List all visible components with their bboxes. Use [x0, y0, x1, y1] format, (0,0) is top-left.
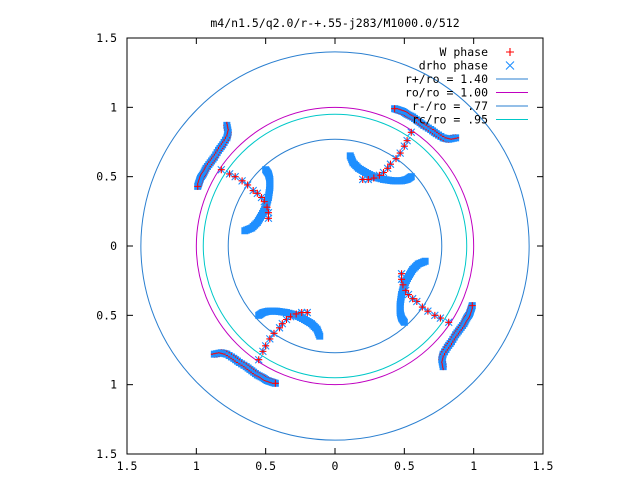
- w-phase-point: [262, 342, 270, 350]
- circle-1: [195, 106, 475, 386]
- legend-marker-cross: [505, 61, 515, 70]
- y-tick-label: 1: [110, 378, 117, 392]
- w-phase-point: [396, 149, 404, 157]
- y-tick-label: 1.5: [96, 447, 117, 461]
- w-phase-point: [359, 175, 367, 183]
- legend-label: W phase: [440, 45, 489, 59]
- w-phase-point: [391, 105, 399, 113]
- w-phase-point: [263, 203, 271, 211]
- w-phase-point: [238, 177, 246, 185]
- x-tick-label: 1: [470, 459, 477, 473]
- w-phase-point: [431, 311, 439, 319]
- w-phase-point: [249, 187, 257, 195]
- w-phase-point: [413, 297, 421, 305]
- drho-phase-point: [241, 227, 249, 235]
- w-phase-point: [404, 291, 412, 299]
- w-phase-point: [258, 193, 266, 201]
- w-phase-point: [418, 303, 426, 311]
- x-tick-label: 1.5: [533, 459, 554, 473]
- drho-phase-point: [346, 152, 354, 160]
- w-phase-point: [255, 356, 263, 364]
- w-phase-point: [194, 182, 202, 190]
- x-tick-label: 1.5: [117, 459, 138, 473]
- w-phase-point: [244, 181, 252, 189]
- w-phase-point: [282, 315, 290, 323]
- w-phase-point: [399, 281, 407, 289]
- legend-label: ro/ro = 1.00: [405, 86, 488, 100]
- drho-phase-point: [421, 257, 429, 265]
- w-phase-point: [231, 173, 239, 181]
- y-tick-labels: 1.5 1 0.5 0 0.5 1 1.5: [96, 31, 117, 461]
- y-tick-label: 0.5: [96, 170, 117, 184]
- w-phase-point: [217, 166, 225, 174]
- w-phase-point: [398, 270, 406, 278]
- w-phase-point: [270, 329, 278, 337]
- legend-label: drho phase: [419, 59, 488, 73]
- w-phase-point: [409, 295, 417, 303]
- y-tick-label: 0: [110, 239, 117, 253]
- circle-2: [227, 138, 443, 354]
- circle-3: [202, 113, 468, 379]
- data-points: [194, 105, 476, 387]
- w-phase-point: [400, 142, 408, 150]
- x-tick-label: 1: [193, 459, 200, 473]
- w-phase-point: [264, 214, 272, 222]
- w-phase-point: [278, 320, 286, 328]
- w-phase-point: [276, 324, 284, 332]
- w-phase-point: [292, 310, 300, 318]
- w-phase-point: [468, 302, 476, 310]
- w-phase-point: [266, 335, 274, 343]
- w-phase-point: [303, 309, 311, 317]
- legend-label: rc/ro = .95: [412, 113, 488, 127]
- legend-label: r-/ro = .77: [412, 99, 488, 113]
- reference-circles: [140, 51, 530, 441]
- y-tick-label: 1.5: [96, 31, 117, 45]
- w-phase-point: [392, 155, 400, 163]
- x-tick-label: 0.5: [255, 459, 276, 473]
- drho-phase-point: [316, 332, 324, 340]
- w-phase-point: [253, 189, 261, 197]
- w-phase-point: [386, 160, 394, 168]
- x-tick-label: 0.5: [394, 459, 415, 473]
- x-tick-label: 0: [332, 459, 339, 473]
- y-tick-label: 0.5: [96, 308, 117, 322]
- y-tick-label: 1: [110, 100, 117, 114]
- w-phase-point: [370, 174, 378, 182]
- w-phase-point: [380, 169, 388, 177]
- w-phase-point: [407, 128, 415, 136]
- legend-label: r+/ro = 1.40: [405, 72, 488, 86]
- legend-marker-plus: [506, 48, 514, 56]
- w-phase-point: [271, 379, 279, 387]
- axis-ticks: [126, 37, 544, 455]
- w-phase-point: [424, 307, 432, 315]
- x-tick-labels: 1.5 1 0.5 0 0.5 1 1.5: [117, 459, 554, 473]
- w-phase-point: [445, 318, 453, 326]
- w-phase-point: [384, 164, 392, 172]
- chart-title: m4/n1.5/q2.0/r-+.55-j283/M1000.0/512: [210, 16, 459, 30]
- circle-0: [140, 51, 530, 441]
